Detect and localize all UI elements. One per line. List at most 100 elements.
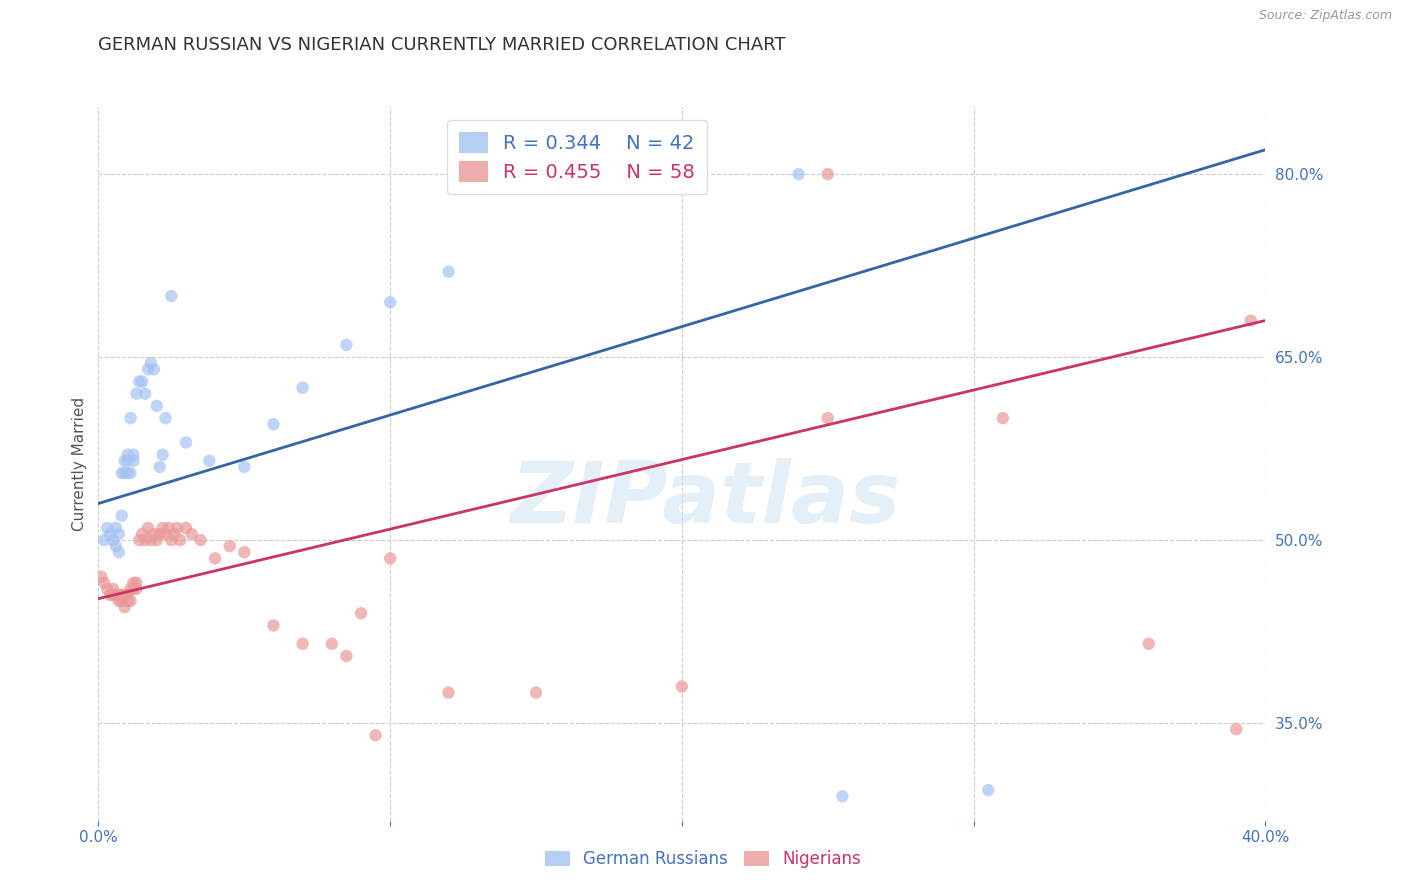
- Point: [120, 411, 142, 425]
- Point: [364, 728, 387, 742]
- Point: [291, 637, 314, 651]
- Point: [146, 399, 169, 413]
- Point: [111, 466, 134, 480]
- Point: [437, 685, 460, 699]
- Point: [166, 521, 188, 535]
- Point: [198, 454, 221, 468]
- Point: [152, 521, 174, 535]
- Point: [160, 533, 183, 547]
- Point: [114, 588, 136, 602]
- Point: [111, 588, 134, 602]
- Point: [93, 575, 115, 590]
- Point: [108, 594, 131, 608]
- Point: [1225, 722, 1247, 736]
- Point: [149, 459, 172, 474]
- Point: [122, 582, 145, 596]
- Point: [155, 411, 177, 425]
- Point: [101, 588, 124, 602]
- Point: [114, 600, 136, 615]
- Point: [190, 533, 212, 547]
- Point: [108, 527, 131, 541]
- Point: [128, 375, 150, 389]
- Point: [122, 448, 145, 462]
- Point: [817, 411, 839, 425]
- Point: [817, 167, 839, 181]
- Point: [117, 454, 139, 468]
- Point: [174, 521, 197, 535]
- Point: [98, 527, 121, 541]
- Point: [117, 448, 139, 462]
- Point: [104, 588, 127, 602]
- Point: [233, 459, 256, 474]
- Point: [90, 569, 112, 583]
- Point: [1137, 637, 1160, 651]
- Point: [380, 295, 402, 310]
- Point: [131, 527, 153, 541]
- Point: [114, 466, 136, 480]
- Point: [1240, 313, 1263, 327]
- Point: [104, 539, 127, 553]
- Point: [380, 551, 402, 566]
- Point: [108, 588, 131, 602]
- Point: [128, 533, 150, 547]
- Point: [157, 521, 180, 535]
- Point: [120, 466, 142, 480]
- Point: [218, 539, 240, 553]
- Point: [101, 533, 124, 547]
- Point: [174, 435, 197, 450]
- Point: [114, 454, 136, 468]
- Point: [233, 545, 256, 559]
- Point: [437, 265, 460, 279]
- Point: [111, 594, 134, 608]
- Point: [524, 685, 547, 699]
- Point: [991, 411, 1014, 425]
- Point: [291, 381, 314, 395]
- Point: [142, 527, 165, 541]
- Point: [96, 521, 118, 535]
- Point: [146, 533, 169, 547]
- Point: [122, 575, 145, 590]
- Point: [134, 386, 156, 401]
- Point: [111, 508, 134, 523]
- Point: [93, 533, 115, 547]
- Point: [104, 521, 127, 535]
- Legend: R = 0.344    N = 42, R = 0.455    N = 58: R = 0.344 N = 42, R = 0.455 N = 58: [447, 120, 707, 194]
- Point: [152, 448, 174, 462]
- Point: [831, 789, 853, 804]
- Point: [335, 338, 357, 352]
- Point: [117, 588, 139, 602]
- Point: [169, 533, 191, 547]
- Point: [120, 594, 142, 608]
- Point: [163, 527, 186, 541]
- Point: [120, 582, 142, 596]
- Point: [335, 648, 357, 663]
- Point: [262, 417, 284, 432]
- Point: [977, 783, 1000, 797]
- Point: [139, 356, 162, 370]
- Point: [136, 521, 159, 535]
- Text: Source: ZipAtlas.com: Source: ZipAtlas.com: [1258, 9, 1392, 22]
- Point: [204, 551, 226, 566]
- Text: ZIPatlas: ZIPatlas: [510, 458, 900, 541]
- Text: GERMAN RUSSIAN VS NIGERIAN CURRENTLY MARRIED CORRELATION CHART: GERMAN RUSSIAN VS NIGERIAN CURRENTLY MAR…: [98, 36, 786, 54]
- Point: [117, 594, 139, 608]
- Point: [101, 582, 124, 596]
- Y-axis label: Currently Married: Currently Married: [72, 397, 87, 531]
- Point: [262, 618, 284, 632]
- Point: [117, 466, 139, 480]
- Legend: German Russians, Nigerians: German Russians, Nigerians: [538, 844, 868, 875]
- Point: [350, 607, 373, 621]
- Point: [136, 362, 159, 376]
- Point: [155, 527, 177, 541]
- Point: [160, 289, 183, 303]
- Point: [125, 386, 148, 401]
- Point: [96, 582, 118, 596]
- Point: [142, 362, 165, 376]
- Point: [180, 527, 202, 541]
- Point: [149, 527, 172, 541]
- Point: [122, 454, 145, 468]
- Point: [131, 375, 153, 389]
- Point: [98, 588, 121, 602]
- Point: [671, 680, 693, 694]
- Point: [108, 545, 131, 559]
